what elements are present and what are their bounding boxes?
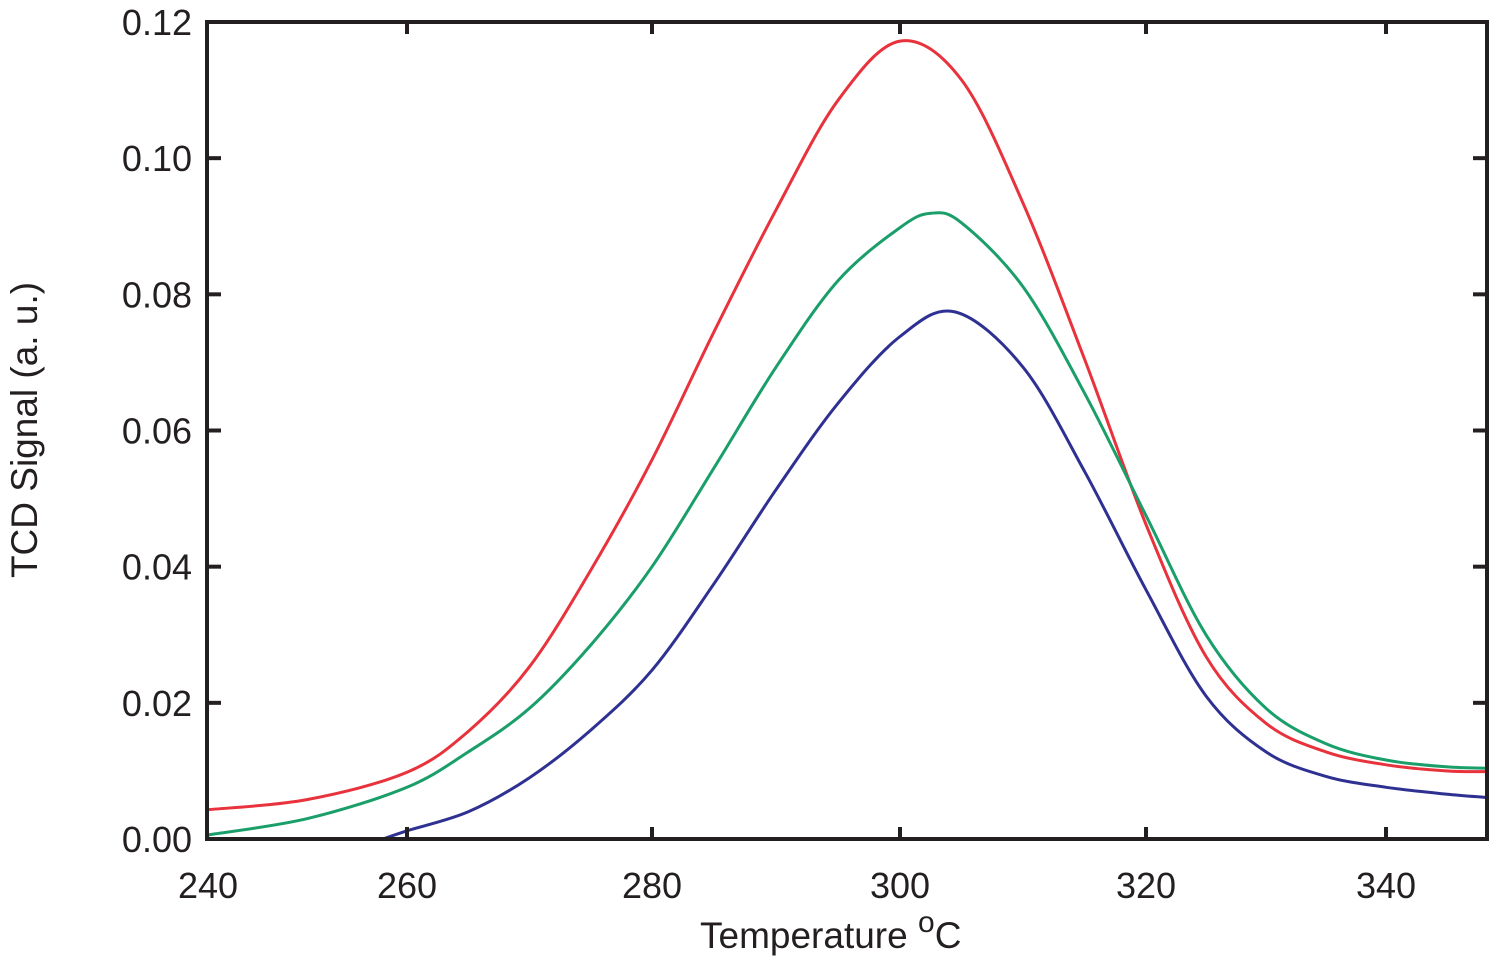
x-tick-label: 300 — [870, 865, 930, 906]
series-layer — [207, 39, 1488, 841]
y-tick-label: 0.10 — [122, 138, 192, 179]
series-line-blue — [382, 309, 1488, 841]
degree-superscript: o — [918, 906, 935, 939]
x-axis-title: Temperature oC — [700, 906, 961, 956]
x-tick-label: 280 — [622, 865, 682, 906]
series-line-red — [207, 39, 1488, 812]
x-tick-label: 260 — [377, 865, 437, 906]
plot-area — [205, 20, 1489, 841]
y-tick-label: 0.12 — [122, 2, 192, 43]
x-tick-label: 320 — [1116, 865, 1176, 906]
y-axis-title: TCD Signal (a. u.) — [4, 282, 45, 578]
y-tick-label: 0.08 — [122, 274, 192, 315]
x-tick-label: 240 — [178, 865, 238, 906]
x-axis-title-main: Temperature — [700, 915, 918, 956]
x-tick-label: 340 — [1356, 865, 1416, 906]
y-tick-label: 0.04 — [122, 547, 192, 588]
y-axis-tick-labels: 0.00 0.02 0.04 0.06 0.08 0.10 0.12 — [122, 2, 192, 860]
y-tick-label: 0.00 — [122, 819, 192, 860]
series-line-green — [207, 211, 1488, 837]
x-axis-tick-labels: 240 260 280 300 320 340 — [178, 865, 1416, 906]
plot-background — [207, 22, 1487, 839]
y-tick-label: 0.06 — [122, 411, 192, 452]
x-axis-title-unit: C — [935, 915, 962, 956]
y-tick-label: 0.02 — [122, 683, 192, 724]
tick-marks — [207, 22, 1487, 839]
